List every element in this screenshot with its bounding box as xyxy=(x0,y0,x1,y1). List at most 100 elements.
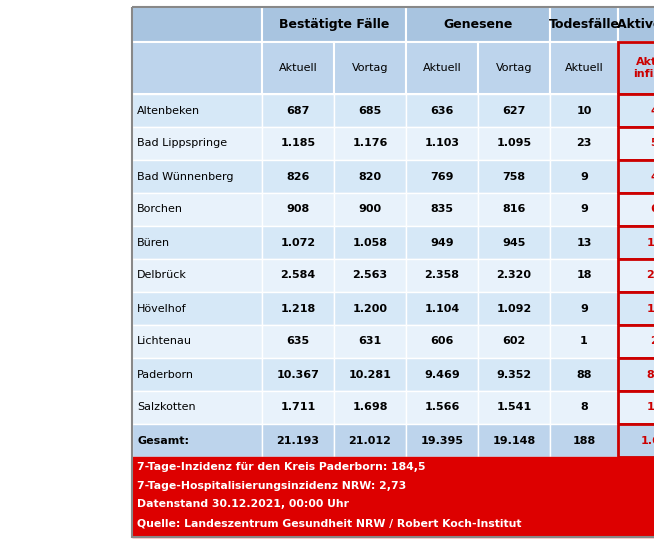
Text: 110: 110 xyxy=(646,237,654,248)
Text: 606: 606 xyxy=(430,337,454,346)
Bar xyxy=(550,292,618,325)
Bar xyxy=(478,160,550,193)
Bar xyxy=(478,424,550,457)
Text: 9: 9 xyxy=(580,304,588,313)
Text: 1.185: 1.185 xyxy=(281,138,316,148)
Bar xyxy=(550,424,618,457)
Bar xyxy=(132,226,262,259)
Text: Lichtenau: Lichtenau xyxy=(137,337,192,346)
Bar xyxy=(618,391,654,424)
Bar xyxy=(262,358,334,391)
Bar xyxy=(334,94,406,127)
Text: 631: 631 xyxy=(358,337,382,346)
Text: 1.095: 1.095 xyxy=(496,138,532,148)
Text: Delbrück: Delbrück xyxy=(137,270,187,281)
Bar xyxy=(478,94,550,127)
Text: 9.469: 9.469 xyxy=(424,369,460,380)
Text: 2.358: 2.358 xyxy=(424,270,460,281)
Bar xyxy=(262,391,334,424)
Text: Todesfälle: Todesfälle xyxy=(549,18,619,31)
Bar xyxy=(262,226,334,259)
Text: 8: 8 xyxy=(580,402,588,413)
Bar xyxy=(262,325,334,358)
Text: 2.563: 2.563 xyxy=(353,270,388,281)
Bar xyxy=(550,391,618,424)
Text: 88: 88 xyxy=(576,369,592,380)
Bar xyxy=(262,7,406,42)
Bar xyxy=(406,94,478,127)
Bar xyxy=(132,193,262,226)
Bar xyxy=(406,391,478,424)
Bar xyxy=(550,193,618,226)
Bar xyxy=(550,127,618,160)
Text: Quelle: Landeszentrum Gesundheit NRW / Robert Koch-Institut: Quelle: Landeszentrum Gesundheit NRW / R… xyxy=(137,518,521,528)
Bar xyxy=(618,193,654,226)
Bar xyxy=(550,42,618,94)
Bar xyxy=(262,127,334,160)
Bar xyxy=(334,424,406,457)
Bar xyxy=(406,7,550,42)
Bar xyxy=(618,292,654,325)
Bar xyxy=(262,424,334,457)
Text: 758: 758 xyxy=(502,172,526,181)
Bar xyxy=(334,325,406,358)
Text: Altenbeken: Altenbeken xyxy=(137,105,200,116)
Bar xyxy=(334,259,406,292)
Bar xyxy=(334,160,406,193)
Text: 1.566: 1.566 xyxy=(424,402,460,413)
Bar xyxy=(132,127,262,160)
Bar xyxy=(334,226,406,259)
Bar xyxy=(132,424,262,457)
Bar xyxy=(550,7,618,42)
Bar xyxy=(478,358,550,391)
Text: 7-Tage-Hospitalisierungsinzidenz NRW: 2,73: 7-Tage-Hospitalisierungsinzidenz NRW: 2,… xyxy=(137,481,406,491)
Text: 685: 685 xyxy=(358,105,382,116)
Bar xyxy=(618,94,654,127)
Text: 835: 835 xyxy=(430,205,453,214)
Text: 208: 208 xyxy=(646,270,654,281)
Text: 602: 602 xyxy=(502,337,526,346)
Text: Hövelhof: Hövelhof xyxy=(137,304,186,313)
Bar xyxy=(618,127,654,160)
Text: Genesene: Genesene xyxy=(443,18,513,31)
Bar xyxy=(334,358,406,391)
Text: 48: 48 xyxy=(650,172,654,181)
Bar xyxy=(132,42,262,94)
Text: 627: 627 xyxy=(502,105,526,116)
Bar xyxy=(478,127,550,160)
Text: 820: 820 xyxy=(358,172,381,181)
Text: Vortag: Vortag xyxy=(352,63,388,73)
Text: Bad Wünnenberg: Bad Wünnenberg xyxy=(137,172,233,181)
Text: 19.395: 19.395 xyxy=(421,435,464,445)
Text: 908: 908 xyxy=(286,205,309,214)
Bar xyxy=(618,160,654,193)
Text: Bad Lippspringe: Bad Lippspringe xyxy=(137,138,227,148)
Bar xyxy=(478,325,550,358)
Bar xyxy=(334,42,406,94)
Text: 9: 9 xyxy=(580,205,588,214)
Bar xyxy=(406,292,478,325)
Text: 28: 28 xyxy=(650,337,654,346)
Text: Aktuell
infiziert: Aktuell infiziert xyxy=(634,57,654,79)
Bar xyxy=(550,358,618,391)
Bar xyxy=(132,94,262,127)
Bar xyxy=(132,7,654,537)
Text: 19.148: 19.148 xyxy=(492,435,536,445)
Bar xyxy=(262,160,334,193)
Text: 1: 1 xyxy=(580,337,588,346)
Bar xyxy=(478,226,550,259)
Text: 23: 23 xyxy=(576,138,592,148)
Text: Salzkotten: Salzkotten xyxy=(137,402,196,413)
Text: Aktuell: Aktuell xyxy=(422,63,461,73)
Bar xyxy=(132,457,654,537)
Bar xyxy=(406,325,478,358)
Bar xyxy=(262,292,334,325)
Bar xyxy=(262,94,334,127)
Text: 1.698: 1.698 xyxy=(353,402,388,413)
Text: 1.218: 1.218 xyxy=(281,304,316,313)
Text: Aktuell: Aktuell xyxy=(564,63,604,73)
Bar xyxy=(550,94,618,127)
Text: 21.193: 21.193 xyxy=(277,435,320,445)
Bar xyxy=(618,358,654,391)
Text: Bestätigte Fälle: Bestätigte Fälle xyxy=(279,18,389,31)
